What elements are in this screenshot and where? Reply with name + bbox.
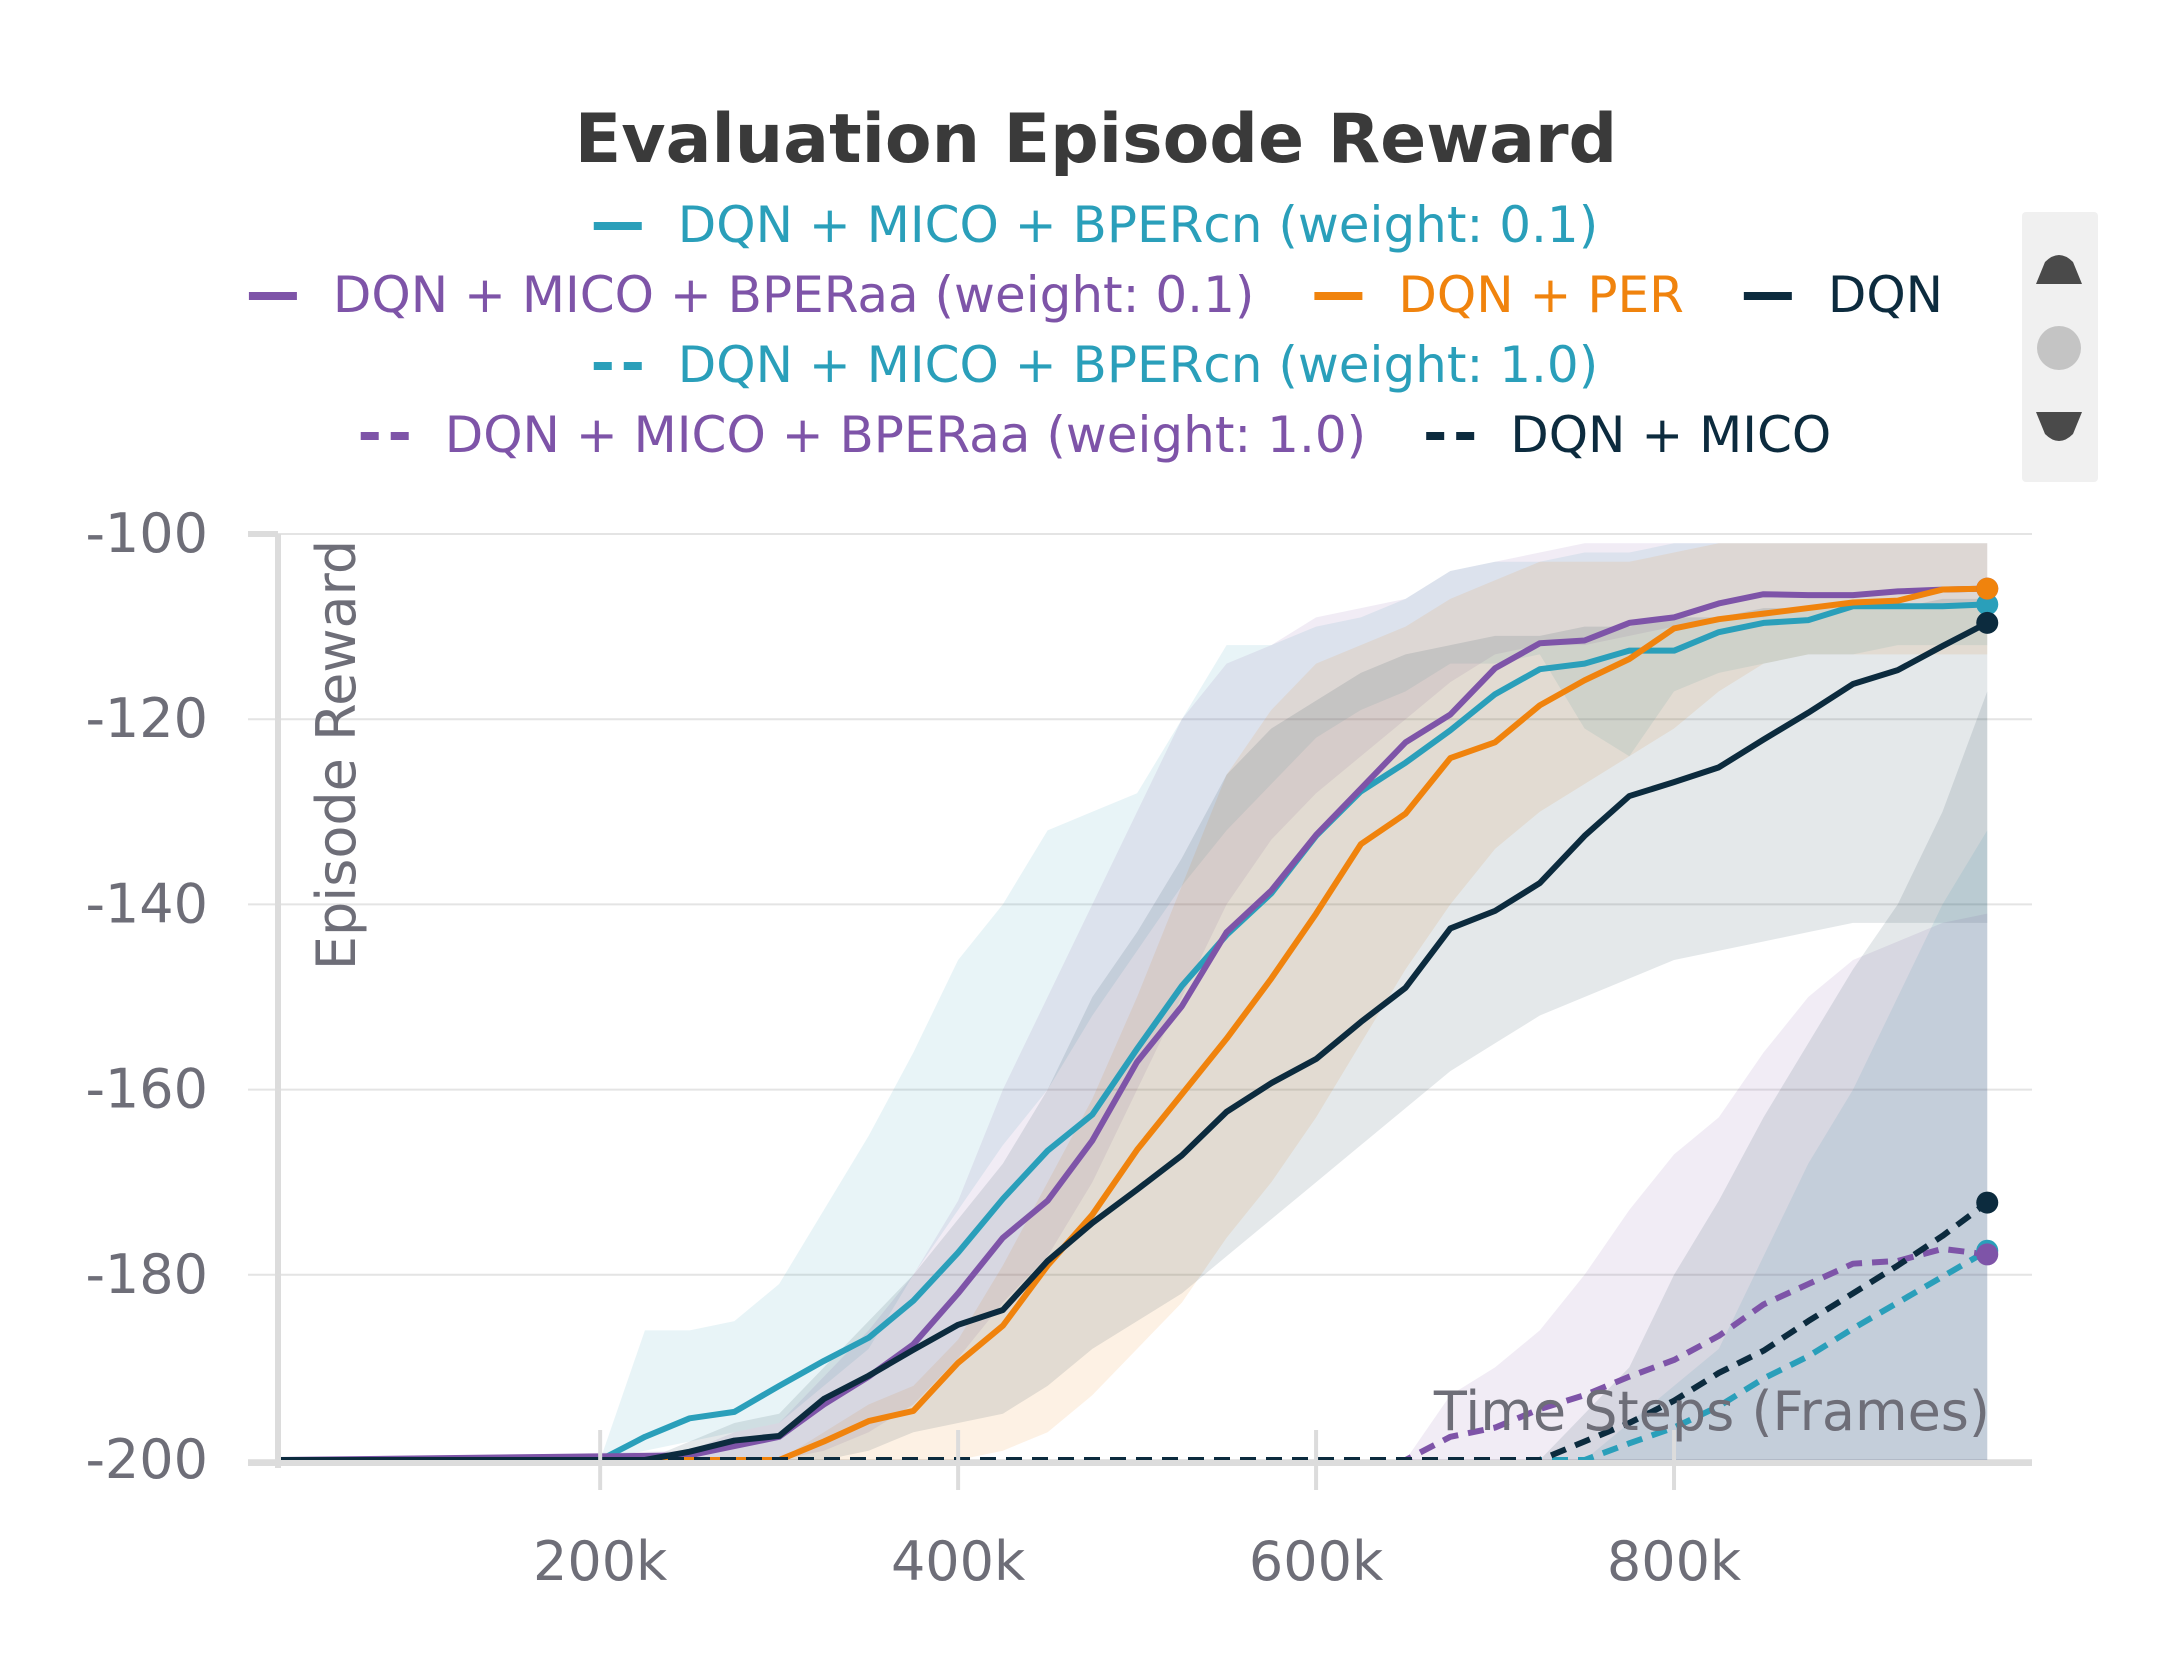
y-tick-label: -140 bbox=[85, 872, 208, 935]
line-dqn-per bbox=[278, 585, 1988, 1463]
y-tick-label: -120 bbox=[85, 687, 208, 750]
axes bbox=[248, 531, 2032, 1468]
legend-label: DQN + MICO + BPERaa (weight: 1.0) bbox=[445, 406, 1366, 464]
y-tick-label: -160 bbox=[85, 1058, 208, 1121]
triangle-down-icon[interactable] bbox=[2036, 412, 2082, 441]
legend-label: DQN + MICO + BPERaa (weight: 0.1) bbox=[333, 266, 1254, 324]
line-dqn bbox=[278, 620, 1989, 1463]
legend-label: DQN + MICO + BPERcn (weight: 0.1) bbox=[678, 196, 1598, 254]
legend-item[interactable]: DQN + MICO + BPERcn (weight: 1.0) bbox=[593, 336, 1598, 394]
legend-item[interactable]: DQN + PER bbox=[1314, 266, 1684, 324]
x-tick-label: 200k bbox=[533, 1530, 668, 1593]
legend-label: DQN bbox=[1828, 266, 1943, 324]
x-tick-label: 800k bbox=[1607, 1530, 1742, 1593]
x-tick-label: 600k bbox=[1249, 1530, 1384, 1593]
x-tick-labels: 200k 400k 600k 800k bbox=[533, 1430, 1742, 1593]
line-dqn-mico-bpercn-weight-1-0 bbox=[278, 1248, 1989, 1463]
band-dqn-per bbox=[278, 543, 1988, 1460]
line-dqn-mico-bperaa-weight-1-0 bbox=[278, 1245, 1988, 1463]
band-dqn-mico-bpercn-weight-1-0 bbox=[278, 830, 1988, 1460]
legend-item[interactable]: DQN + MICO bbox=[1426, 406, 1831, 464]
x-tick-label: 400k bbox=[891, 1530, 1026, 1593]
triangle-up-icon[interactable] bbox=[2036, 255, 2082, 284]
line-dqn-mico bbox=[278, 1200, 1990, 1463]
series-endpoints bbox=[1976, 577, 1999, 1266]
series-lines bbox=[277, 585, 1990, 1463]
y-tick-label: -200 bbox=[85, 1428, 208, 1491]
y-axis-label: Episode Reward bbox=[305, 540, 368, 970]
legend-item[interactable]: DQN + MICO + BPERaa (weight: 0.1) bbox=[248, 266, 1254, 324]
confidence-bands bbox=[278, 543, 1988, 1460]
endpoint-dqn bbox=[1976, 611, 1999, 634]
legend: DQN + MICO + BPERcn (weight: 0.1) DQN + M… bbox=[248, 196, 1943, 464]
band-dqn-mico-bpercn-weight-0-1 bbox=[278, 543, 1988, 1460]
band-dqn-mico-bperaa-weight-0-1 bbox=[278, 543, 1988, 1460]
circle-icon[interactable] bbox=[2037, 326, 2081, 370]
legend-scroll-controls bbox=[2022, 212, 2098, 482]
legend-item[interactable]: DQN bbox=[1743, 266, 1943, 324]
legend-item[interactable]: DQN + MICO + BPERcn (weight: 0.1) bbox=[593, 196, 1598, 254]
legend-label: DQN + MICO + BPERcn (weight: 1.0) bbox=[678, 336, 1598, 394]
legend-label: DQN + PER bbox=[1398, 266, 1683, 324]
chart-title: Evaluation Episode Reward bbox=[575, 100, 1617, 179]
y-tick-label: -180 bbox=[85, 1243, 208, 1306]
band-dqn-mico bbox=[278, 691, 1988, 1460]
endpoint-dqn-mico bbox=[1976, 1191, 1999, 1214]
endpoint-dqn-per bbox=[1976, 577, 1999, 600]
band-dqn-mico-bperaa-weight-1-0 bbox=[278, 913, 1988, 1460]
band-dqn bbox=[278, 598, 1988, 1460]
y-tick-labels: -100 -120 -140 -160 -180 -200 bbox=[85, 502, 208, 1491]
y-tick-label: -100 bbox=[85, 502, 208, 565]
endpoint-dqn-mico-bpercn-weight-0-1 bbox=[1976, 593, 1999, 616]
x-axis-label: Time Steps (Frames) bbox=[1433, 1380, 1990, 1443]
legend-item[interactable]: DQN + MICO + BPERaa (weight: 1.0) bbox=[360, 406, 1366, 464]
legend-label: DQN + MICO bbox=[1510, 406, 1831, 464]
endpoint-dqn-mico-bperaa-weight-1-0 bbox=[1976, 1243, 1999, 1266]
